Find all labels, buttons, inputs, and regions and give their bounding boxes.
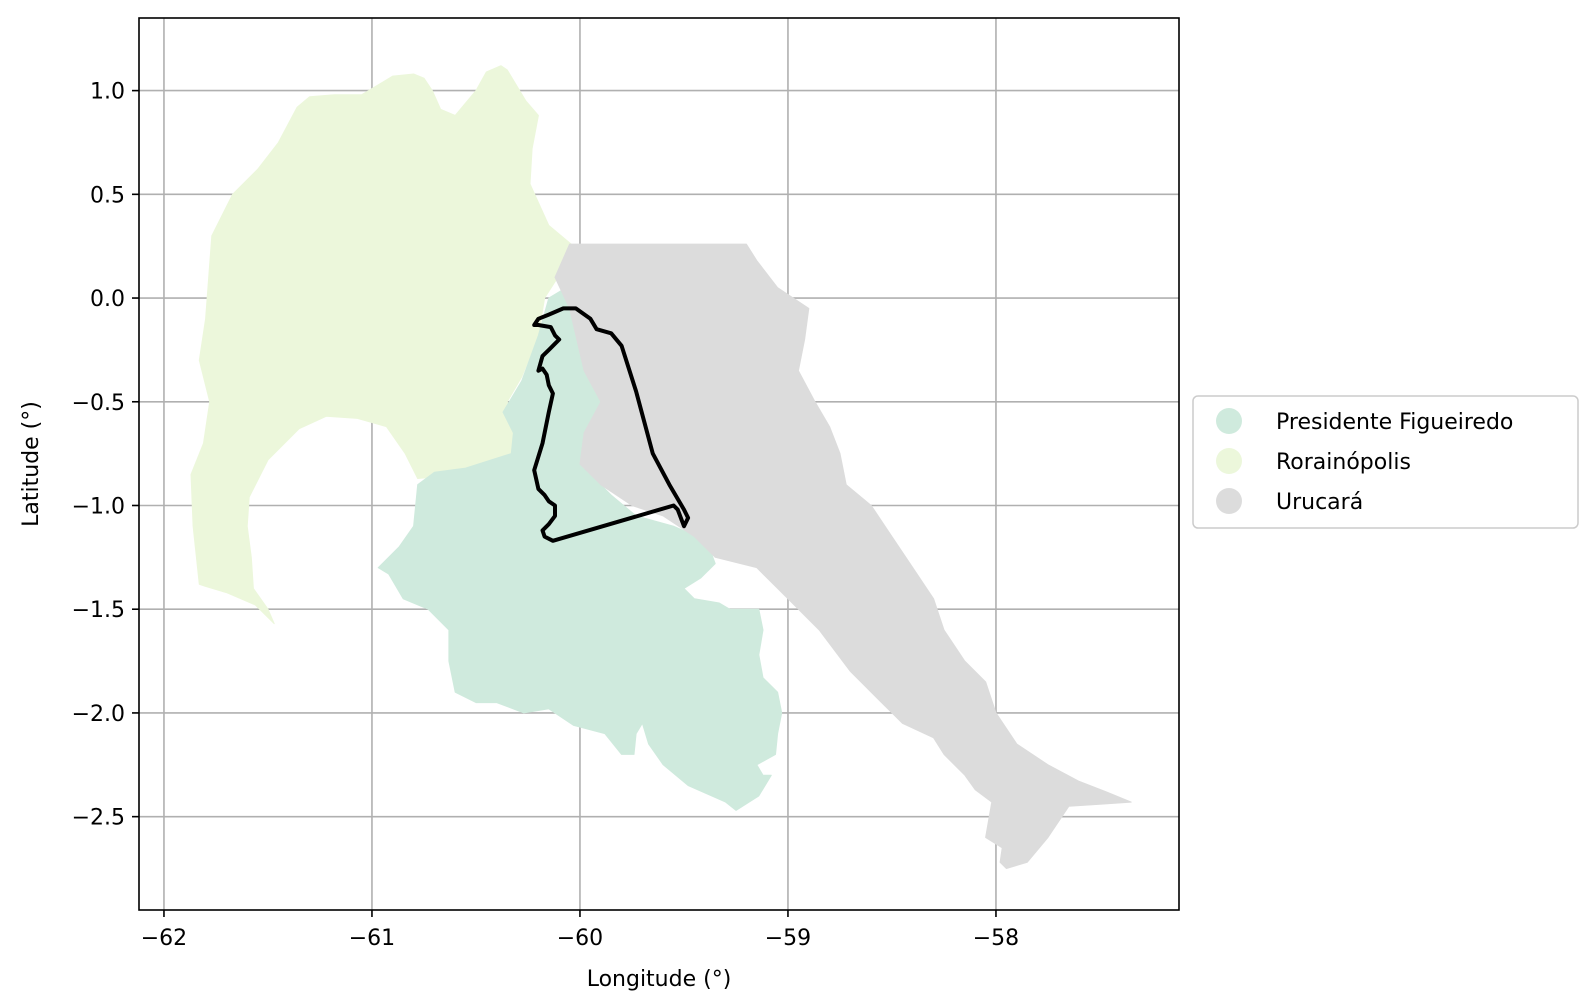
legend-label: Rorainópolis [1276,450,1411,475]
y-tick-label: −2.0 [72,702,125,727]
x-tick-label: −58 [973,926,1019,951]
region-urucar- [554,243,1132,869]
plot-frame [138,17,1180,911]
regions-layer [190,65,1132,869]
region-rorain-polis [190,65,575,625]
y-tick-label: 1.0 [90,80,125,105]
x-axis-label: Longitude (°) [587,967,732,992]
outline-layer [532,306,691,543]
legend-marker [1216,488,1242,514]
y-tick-label: −2.5 [72,806,125,831]
y-tick-label: −1.5 [72,598,125,623]
legend-label: Presidente Figueiredo [1276,410,1513,435]
legend-label: Urucará [1276,490,1363,515]
x-tick-label: −62 [141,926,187,951]
study-area-outline [532,306,691,543]
region-presidente-figueiredo [377,285,783,811]
x-tick-label: −59 [765,926,811,951]
y-tick-label: 0.0 [90,287,125,312]
legend-box [1192,395,1579,529]
y-tick-label: −0.5 [72,391,125,416]
x-tick-label: −61 [349,926,395,951]
legend-marker [1216,408,1242,434]
y-axis-label: Latitude (°) [19,401,44,527]
legend-marker [1216,448,1242,474]
legend: Presidente Figueiredo Rorainópolis Urucará [1192,395,1579,529]
axis-ticks: −62 −61 −60 −59 −58 1.0 0.5 0.0 −0.5 −1.0 −1.5 −2.0… [72,80,1020,951]
y-tick-label: −1.0 [72,494,125,519]
x-tick-label: −60 [557,926,603,951]
y-tick-label: 0.5 [90,183,125,208]
